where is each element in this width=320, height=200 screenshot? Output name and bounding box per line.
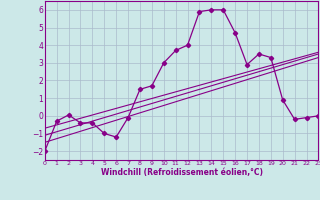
X-axis label: Windchill (Refroidissement éolien,°C): Windchill (Refroidissement éolien,°C) — [100, 168, 263, 177]
